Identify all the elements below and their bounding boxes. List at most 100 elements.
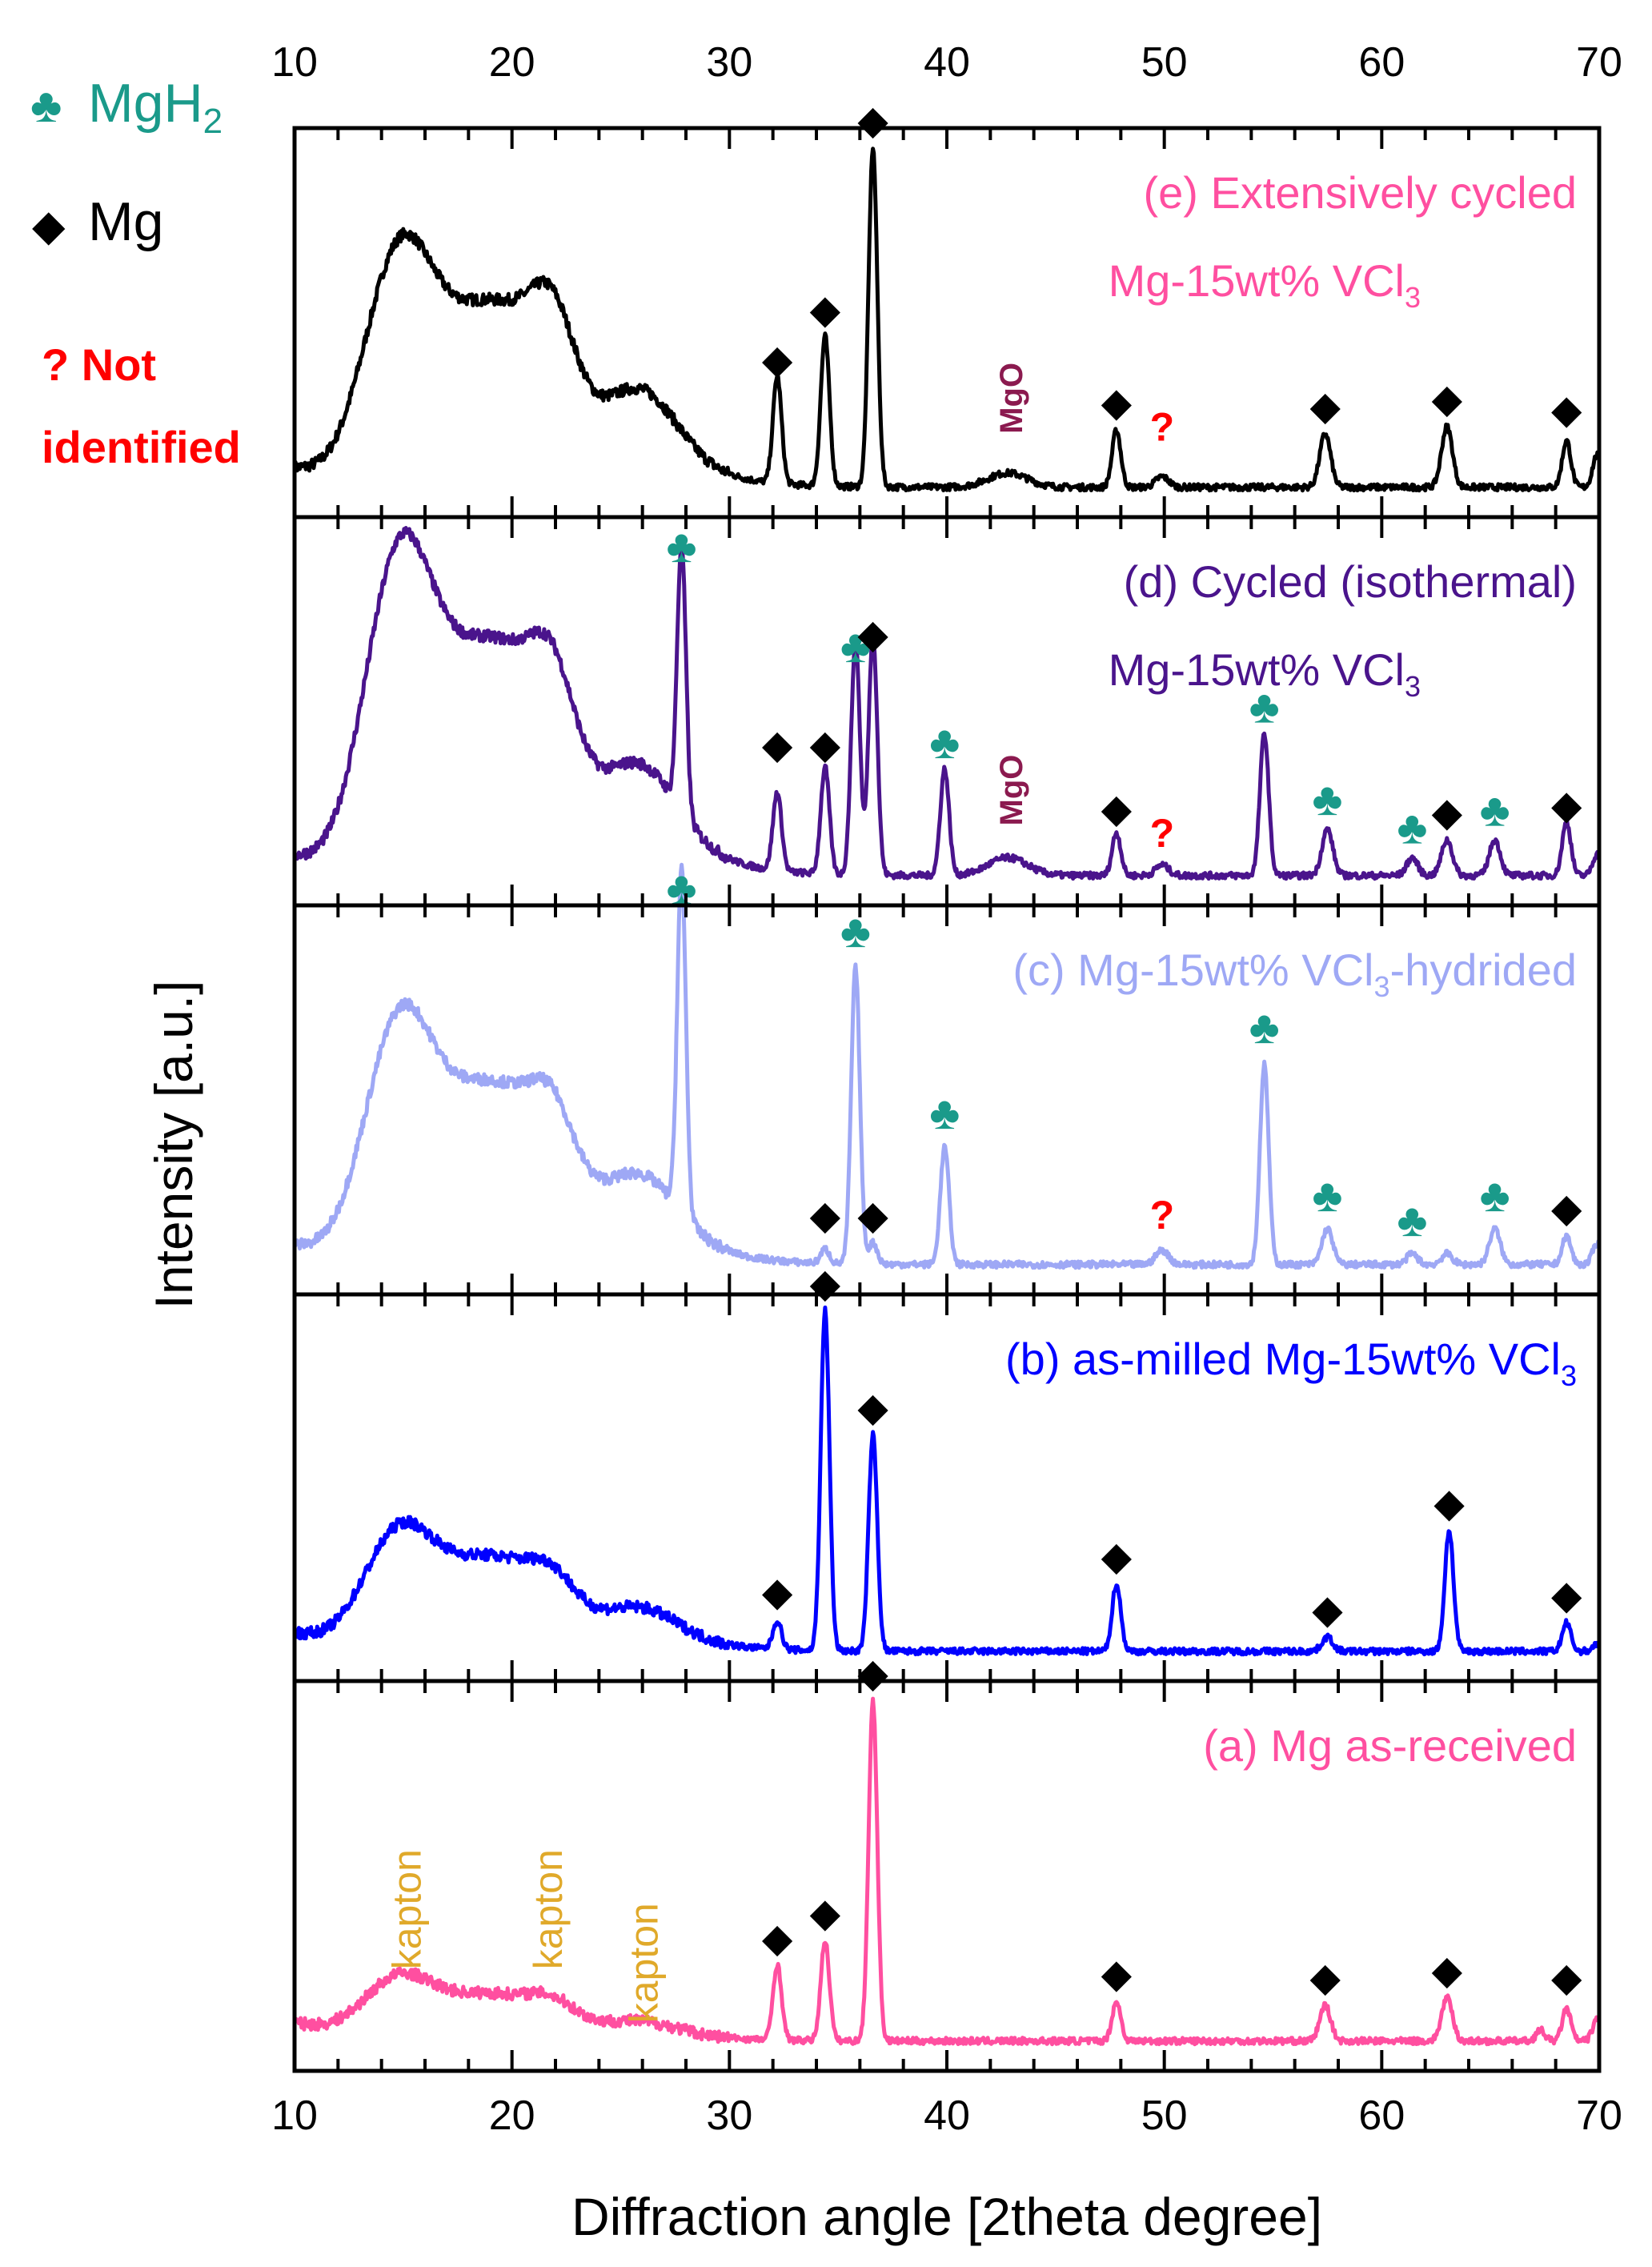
mgh2-marker: ♣	[1249, 1001, 1280, 1053]
mg-marker: ◆	[1101, 380, 1133, 425]
series-line-b	[292, 1305, 1602, 1657]
panel-title-d: (d) Cycled (isothermal)	[1124, 556, 1577, 607]
x-tick-label-top: 30	[706, 39, 752, 86]
mg-marker: ◆	[1101, 1952, 1133, 1996]
panel-title-text: (a) Mg as-received	[1203, 1720, 1577, 1771]
panel-title-text: (c) Mg-15wt% VCl	[1012, 945, 1373, 995]
panel-title-text: (e) Extensively cycled	[1143, 167, 1577, 218]
panel-title-c: (c) Mg-15wt% VCl3-hydrided	[1012, 945, 1577, 1003]
mgh2-marker: ♣	[1480, 784, 1510, 836]
mgh2-marker: ♣	[667, 520, 697, 572]
panel-c: ♣◆♣◆♣♣♣ ♣ ♣ ◆?(c) Mg-15wt% VCl3-hydrided	[293, 862, 1602, 1270]
mg-marker: ◆	[810, 722, 841, 767]
mg-marker: ◆	[1432, 376, 1463, 421]
x-tick-label-top: 20	[489, 39, 535, 86]
mg-marker: ◆	[810, 287, 841, 332]
series-line-d	[292, 526, 1602, 881]
kapton-label: kapton	[622, 1903, 667, 2023]
mg-marker: ◆	[762, 1569, 793, 1614]
panel-subtitle-text: Mg-15wt% VCl	[1109, 255, 1405, 306]
mg-marker: ◆	[857, 612, 888, 656]
x-tick-label-top: 10	[271, 39, 318, 86]
panel-subtitle-subscript: 3	[1405, 670, 1421, 703]
mg-marker: ◆	[1432, 1948, 1463, 1992]
mg-marker: ◆	[1309, 383, 1341, 428]
mgh2-marker: ♣	[840, 620, 871, 672]
mg-marker: ◆	[1551, 1573, 1582, 1618]
mgh2-marker: ♣	[1397, 802, 1427, 854]
x-tick-label-top: 70	[1576, 39, 1622, 86]
x-tick-label-bottom: 60	[1358, 2092, 1405, 2139]
mgh2-marker: ♣	[929, 1087, 960, 1139]
x-tick-label-top: 40	[924, 39, 970, 86]
mg-marker: ◆	[857, 98, 888, 142]
panel-title-e: (e) Extensively cycled	[1143, 167, 1577, 218]
panel-title-text: (b) as-milled Mg-15wt% VCl	[1005, 1334, 1561, 1384]
panels-layer: ◆ ◆ ◆ ◆ ◆ ◆ ◆? MgO (e) Extensively cycled Mg-15wt…	[292, 98, 1602, 2047]
legend-mg-symbol: ◆	[32, 202, 66, 250]
mgh2-marker: ♣	[1397, 1194, 1427, 1246]
mg-marker: ◆	[810, 1261, 841, 1306]
mg-marker: ◆	[1433, 1481, 1465, 1526]
mgh2-marker: ♣	[1249, 680, 1280, 732]
panel-subtitle-e: Mg-15wt% VCl3	[1109, 255, 1421, 314]
mgh2-marker: ♣	[929, 716, 960, 768]
legend-mg-label: Mg	[88, 191, 163, 252]
mgh2-marker: ♣	[1312, 773, 1342, 825]
panel-title-a: (a) Mg as-received	[1203, 1720, 1577, 1771]
mg-marker: ◆	[810, 1891, 841, 1936]
x-tick-label-bottom: 40	[924, 2092, 970, 2139]
mg-marker: ◆	[762, 722, 793, 767]
mgo-label: MgO	[994, 755, 1029, 826]
legend: ♣ MgH2 ◆ Mg ? Not identified	[30, 73, 241, 472]
panel-title-text: (d) Cycled (isothermal)	[1124, 556, 1577, 607]
legend-unknown-line2: identified	[42, 422, 241, 472]
panel-title-tail: -hydrided	[1390, 945, 1577, 995]
mgh2-marker: ♣	[840, 905, 871, 957]
mgo-label: MgO	[994, 363, 1029, 434]
series-line-c	[293, 862, 1602, 1270]
x-tick-label-top: 60	[1358, 39, 1405, 86]
legend-mgh2-symbol: ♣	[30, 78, 62, 132]
mg-marker: ◆	[1312, 1587, 1343, 1631]
mg-marker: ◆	[857, 1385, 888, 1430]
panel-a: ◆ ◆ ◆ ◆ ◆ ◆ ◆ kapton kapton kapton (a) Mg as-recei…	[292, 1651, 1601, 2047]
x-tick-label-bottom: 10	[271, 2092, 318, 2139]
kapton-label: kapton	[385, 1849, 430, 1969]
mg-marker: ◆	[857, 1651, 888, 1695]
mg-marker: ◆	[857, 1193, 888, 1238]
x-axis-label: Diffraction angle [2theta degree]	[571, 2187, 1322, 2246]
mg-marker: ◆	[762, 1916, 793, 1960]
mg-marker: ◆	[1551, 1955, 1582, 2000]
mgh2-marker: ♣	[1312, 1170, 1342, 1222]
mg-marker: ◆	[1551, 1186, 1582, 1230]
legend-mgh2-text: MgH	[88, 73, 203, 134]
unidentified-marker: ?	[1150, 811, 1175, 856]
x-tick-label-bottom: 20	[489, 2092, 535, 2139]
legend-unknown-line1: ? Not	[42, 339, 156, 390]
series-line-e	[292, 146, 1602, 493]
x-tick-label-top: 50	[1141, 39, 1188, 86]
panel-subtitle-text: Mg-15wt% VCl	[1109, 644, 1405, 695]
mg-marker: ◆	[1309, 1955, 1341, 2000]
panel-title-subscript: 3	[1374, 970, 1390, 1003]
panel-subtitle-subscript: 3	[1405, 281, 1421, 314]
panel-d: ♣◆ ◆♣◆♣◆♣♣♣ ◆ ♣ ◆?MgO(d) Cycled (isothermal)…	[292, 520, 1602, 881]
y-axis-label: Intensity [a.u.]	[144, 981, 203, 1310]
x-tick-label-bottom: 70	[1576, 2092, 1622, 2139]
kapton-label: kapton	[526, 1849, 571, 1969]
mg-marker: ◆	[1101, 1534, 1133, 1579]
axes-layer: 10 10 20 20 30 30 40 40 50 50 60 60 70 70	[271, 39, 1622, 2139]
mg-marker: ◆	[1551, 387, 1582, 431]
mg-marker: ◆	[810, 1193, 841, 1238]
legend-mgh2-subscript: 2	[203, 102, 223, 141]
panel-e: ◆ ◆ ◆ ◆ ◆ ◆ ◆? MgO (e) Extensively cycled Mg-15wt…	[292, 98, 1602, 493]
mg-marker: ◆	[1101, 786, 1133, 831]
mg-marker: ◆	[762, 337, 793, 382]
x-tick-label-bottom: 30	[706, 2092, 752, 2139]
panel-title-subscript: 3	[1561, 1359, 1577, 1392]
legend-mgh2-label: MgH2	[88, 73, 223, 141]
unidentified-marker: ?	[1150, 1193, 1175, 1238]
unidentified-marker: ?	[1150, 405, 1175, 450]
mg-marker: ◆	[1551, 783, 1582, 828]
